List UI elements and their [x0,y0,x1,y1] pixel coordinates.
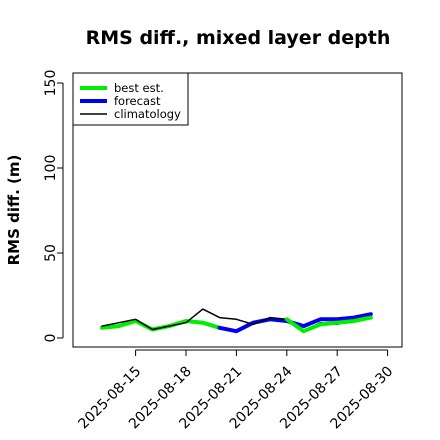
y-tick-label-50: 50 [43,244,59,262]
chart-title: RMS diff., mixed layer depth [86,27,391,49]
legend: best est. forecast climatology [72,72,189,126]
legend-label-forecast: forecast [114,94,161,108]
legend-box [72,72,189,126]
series-line-best-est-verified-3-0 [284,315,373,334]
plot-frame [72,72,403,348]
legend-label-best-est: best est. [114,81,164,95]
legend-label-climatology: climatology [114,107,181,121]
y-tick-label-150: 150 [43,70,59,97]
series-layer [100,308,373,334]
y-axis-label: RMS diff. (m) [5,155,23,266]
y-axis: 0 50 100 150 [43,70,64,343]
x-axis: 2025-08-152025-08-182025-08-212025-08-24… [76,349,396,432]
y-tick-label-100: 100 [43,155,59,182]
y-tick-label-0: 0 [43,334,59,343]
